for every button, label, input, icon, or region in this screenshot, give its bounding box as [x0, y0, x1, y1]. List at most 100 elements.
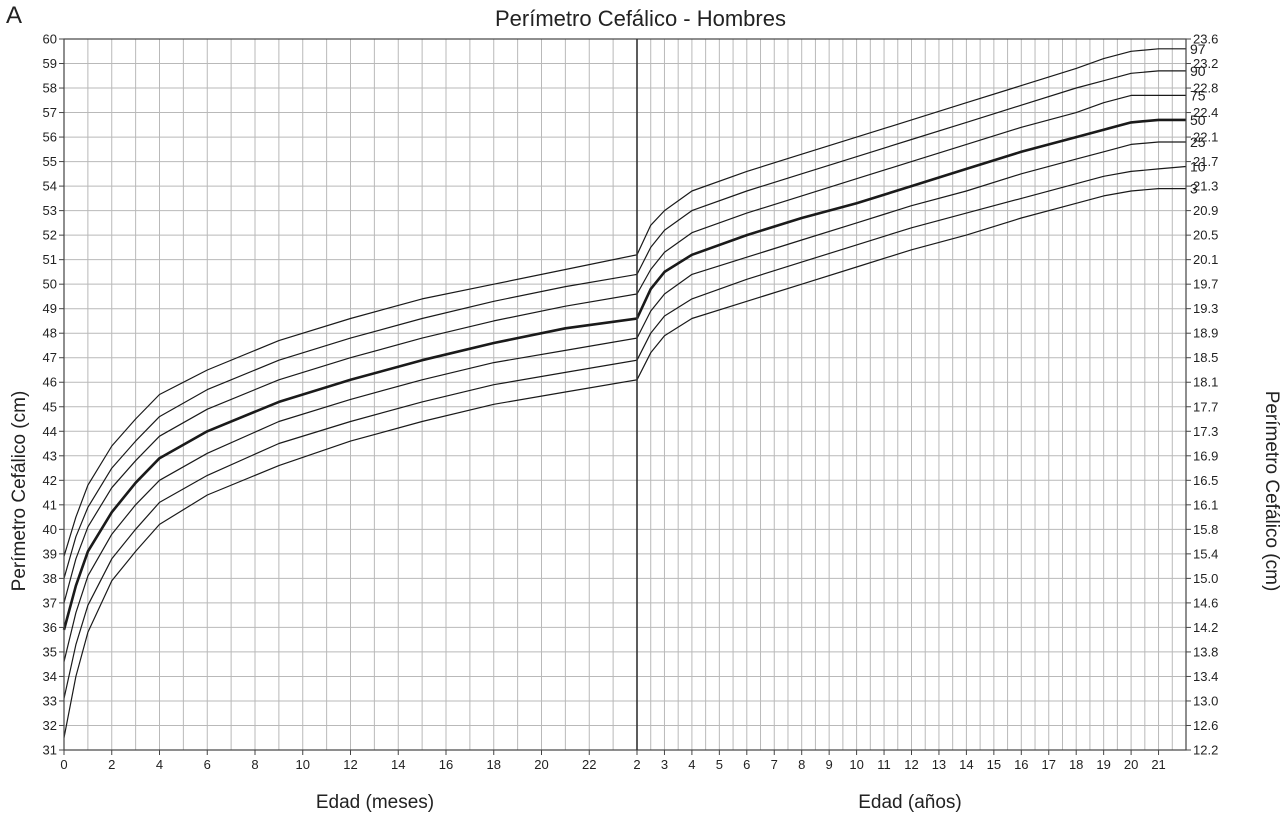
y-tick-label-right: 14.2 — [1193, 620, 1218, 635]
y-tick-label-right: 16.5 — [1193, 473, 1218, 488]
x-tick-label-years: 7 — [771, 757, 778, 772]
x-tick-label-years: 8 — [798, 757, 805, 772]
plot-frame — [63, 38, 1187, 751]
y-tick-label-left: 31 — [43, 743, 57, 758]
percentile-curve-months — [63, 293, 638, 604]
x-tick-label-years: 6 — [743, 757, 750, 772]
y-tick-label-right: 19.7 — [1193, 277, 1218, 292]
grid-lines — [63, 38, 1187, 751]
y-tick-label-left: 39 — [43, 546, 57, 561]
percentile-curve-years — [636, 165, 1187, 361]
y-tick-label-right: 22.4 — [1193, 105, 1218, 120]
percentile-label: 90 — [1190, 63, 1206, 79]
y-tick-label-left: 32 — [43, 718, 57, 733]
y-tick-label-left: 60 — [43, 32, 57, 47]
y-tick-label-left: 33 — [43, 693, 57, 708]
y-tick-label-left: 52 — [43, 228, 57, 243]
y-tick-label-left: 54 — [43, 179, 57, 194]
x-tick-label-years: 12 — [904, 757, 918, 772]
y-tick-label-left: 57 — [43, 105, 57, 120]
y-tick-label-left: 50 — [43, 277, 57, 292]
x-tick-label-months: 2 — [633, 757, 640, 772]
percentile-label: 50 — [1190, 112, 1206, 128]
chart-title: Perímetro Cefálico - Hombres — [495, 6, 786, 31]
axes — [59, 38, 1191, 755]
y-tick-label-left: 45 — [43, 399, 57, 414]
y-tick-label-right: 23.6 — [1193, 32, 1218, 47]
x-tick-label-months: 20 — [534, 757, 548, 772]
percentile-curve-years — [636, 48, 1186, 256]
y-tick-label-right: 16.9 — [1193, 448, 1218, 463]
y-tick-label-left: 59 — [43, 56, 57, 71]
x-tick-label-years: 9 — [826, 757, 833, 772]
x-tick-label-months: 6 — [204, 757, 211, 772]
y-tick-label-left: 37 — [43, 595, 57, 610]
y-tick-label-right: 15.8 — [1193, 522, 1218, 537]
y-tick-label-right: 21.7 — [1193, 154, 1218, 169]
percentile-curve-years — [636, 188, 1186, 381]
y-tick-label-left: 40 — [43, 522, 57, 537]
percentile-label: 75 — [1190, 87, 1206, 103]
x-tick-label-years: 15 — [987, 757, 1001, 772]
y-tick-label-right: 19.3 — [1193, 301, 1218, 316]
y-tick-label-left: 53 — [43, 203, 57, 218]
x-tick-label-years: 20 — [1124, 757, 1138, 772]
y-tick-label-right: 18.5 — [1193, 350, 1218, 365]
y-tick-label-left: 43 — [43, 448, 57, 463]
y-tick-label-left: 58 — [43, 81, 57, 96]
y-tick-label-right: 20.9 — [1193, 203, 1218, 218]
y-tick-label-left: 41 — [43, 497, 57, 512]
x-tick-label-years: 3 — [661, 757, 668, 772]
y-tick-label-right: 20.5 — [1193, 228, 1218, 243]
y-tick-label-right: 12.2 — [1193, 743, 1218, 758]
percentile-labels: 97 90 75 50 25 10 3 — [1190, 41, 1206, 197]
y-tick-label-left: 34 — [43, 669, 57, 684]
y-tick-label-left: 44 — [43, 424, 57, 439]
x-axis-label-months: Edad (meses) — [315, 792, 435, 813]
y-tick-label-right: 22.1 — [1193, 130, 1218, 145]
y-tick-label-left: 42 — [43, 473, 57, 488]
tick-labels: 3132333435363738394041424344454647484950… — [43, 32, 1219, 773]
percentile-curve-months — [63, 337, 638, 662]
y-tick-label-left: 36 — [43, 620, 57, 635]
percentile-label: 10 — [1190, 158, 1206, 174]
x-tick-label-years: 5 — [716, 757, 723, 772]
y-tick-label-right: 17.3 — [1193, 424, 1218, 439]
y-tick-label-right: 18.1 — [1193, 375, 1218, 390]
x-tick-label-years: 13 — [932, 757, 946, 772]
percentile-label: 25 — [1190, 134, 1206, 150]
y-axis-label-left: Perímetro Cefálico (cm) — [9, 390, 30, 592]
x-tick-label-years: 11 — [877, 757, 891, 772]
y-tick-label-left: 35 — [43, 644, 57, 659]
y-tick-label-right: 20.1 — [1193, 252, 1218, 267]
percentile-curve-years — [636, 94, 1186, 295]
x-tick-label-months: 4 — [156, 757, 163, 772]
y-tick-label-right: 21.3 — [1193, 179, 1218, 194]
x-tick-label-years: 19 — [1096, 757, 1110, 772]
y-tick-label-right: 13.4 — [1193, 669, 1218, 684]
y-tick-label-left: 49 — [43, 301, 57, 316]
x-tick-label-months: 18 — [487, 757, 501, 772]
percentile-curve-months — [62, 317, 638, 631]
y-tick-label-left: 38 — [43, 571, 57, 586]
x-tick-label-months: 10 — [296, 757, 310, 772]
y-tick-label-left: 51 — [43, 252, 57, 267]
y-axis-label-right: Perímetro Cefálico (cm) — [1261, 390, 1281, 592]
y-tick-label-right: 14.6 — [1193, 595, 1218, 610]
x-tick-label-months: 0 — [60, 757, 67, 772]
y-tick-label-right: 15.0 — [1193, 571, 1218, 586]
percentile-curve-months — [63, 254, 638, 557]
x-tick-label-months: 12 — [343, 757, 357, 772]
y-tick-label-right: 17.7 — [1193, 399, 1218, 414]
percentile-curve-months — [63, 379, 638, 738]
y-tick-label-left: 55 — [43, 154, 57, 169]
y-tick-label-left: 56 — [43, 130, 57, 145]
x-tick-label-months: 2 — [108, 757, 115, 772]
y-tick-label-right: 23.2 — [1193, 56, 1218, 71]
x-tick-label-months: 14 — [391, 757, 405, 772]
x-tick-label-years: 17 — [1042, 757, 1056, 772]
y-tick-label-left: 48 — [43, 326, 57, 341]
x-tick-label-years: 16 — [1014, 757, 1028, 772]
percentile-label: 97 — [1190, 41, 1206, 57]
